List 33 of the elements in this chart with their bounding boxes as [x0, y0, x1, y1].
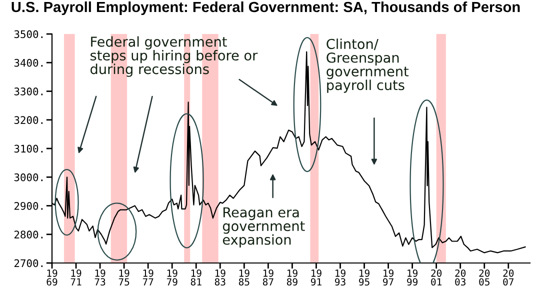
x-tick-label: 19 71 [70, 269, 82, 286]
y-tick-label: 3100. [14, 144, 43, 153]
y-tick-label: 2800. [14, 230, 43, 239]
y-tick-label: 3200. [14, 116, 43, 124]
y-tick-label: 3000. [14, 173, 43, 182]
x-tick-label: 19 83 [214, 269, 226, 286]
x-tick-label: 19 77 [142, 269, 154, 286]
x-tick-label: 19 87 [262, 269, 274, 286]
x-tick-label: 19 73 [94, 269, 106, 286]
y-tick-label: 3300. [14, 88, 43, 96]
x-tick-label: 19 75 [118, 269, 130, 286]
chart-title: U.S. Payroll Employment: Federal Government: SA, Thousands of Person [12, 1, 520, 16]
annotation: Reagan era government expansion [222, 207, 305, 248]
x-tick-label: 19 85 [238, 269, 250, 286]
x-tick-label: 19 89 [286, 269, 298, 286]
x-tick-label: 19 99 [407, 269, 418, 286]
y-tick-label: 2900. [14, 202, 43, 210]
x-tick-label: 19 97 [383, 269, 394, 286]
y-tick-label: 3500. [14, 30, 43, 38]
x-tick-label: 20 05 [479, 269, 490, 286]
x-tick-label: 19 95 [359, 269, 370, 286]
x-tick-label: 19 93 [334, 269, 346, 286]
x-tick-label: 20 07 [503, 269, 514, 286]
x-tick-label: 19 69 [46, 269, 58, 286]
x-tick-label: 19 81 [190, 269, 202, 286]
annotation: Federal government steps up hiring before or during recessions [90, 36, 258, 77]
y-tick-label: 2700. [14, 259, 43, 268]
y-tick-label: 3400. [14, 58, 43, 67]
x-tick-label: 20 03 [455, 269, 466, 286]
x-tick-label: 20 01 [431, 269, 442, 286]
annotation: Clinton/ Greenspan government payroll cuts [326, 38, 409, 93]
x-tick-label: 19 91 [310, 269, 322, 286]
x-tick-label: 19 79 [166, 269, 178, 286]
